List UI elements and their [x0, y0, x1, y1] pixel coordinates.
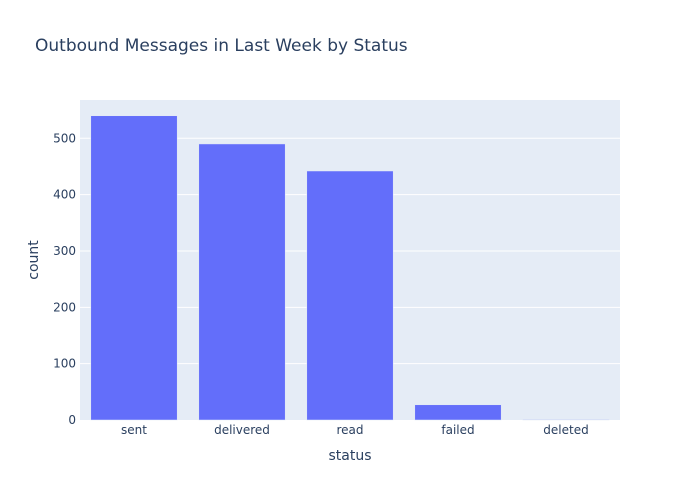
y-tick-label: 200 [53, 300, 76, 314]
bars [90, 115, 610, 421]
y-tick-label: 400 [53, 188, 76, 202]
y-tick-label: 0 [68, 413, 76, 427]
y-axis-title: count [26, 240, 42, 280]
bar-sent[interactable] [90, 115, 178, 421]
bar-failed[interactable] [414, 404, 502, 421]
bar-delivered[interactable] [198, 143, 286, 421]
x-tick-label: deleted [543, 423, 588, 437]
bar-read[interactable] [306, 170, 394, 421]
y-axis-ticks: 0 100 200 300 400 500 [53, 131, 76, 427]
chart-title: Outbound Messages in Last Week by Status [35, 36, 408, 56]
x-tick-label: sent [121, 423, 147, 437]
x-tick-label: failed [441, 423, 474, 437]
y-tick-label: 300 [53, 244, 76, 258]
x-tick-label: read [336, 423, 363, 437]
x-axis-title: status [328, 448, 371, 464]
x-axis-ticks: sent delivered read failed deleted [121, 423, 589, 437]
bar-deleted[interactable] [522, 419, 610, 421]
x-tick-label: delivered [214, 423, 270, 437]
y-tick-label: 100 [53, 357, 76, 371]
y-tick-label: 500 [53, 131, 76, 145]
